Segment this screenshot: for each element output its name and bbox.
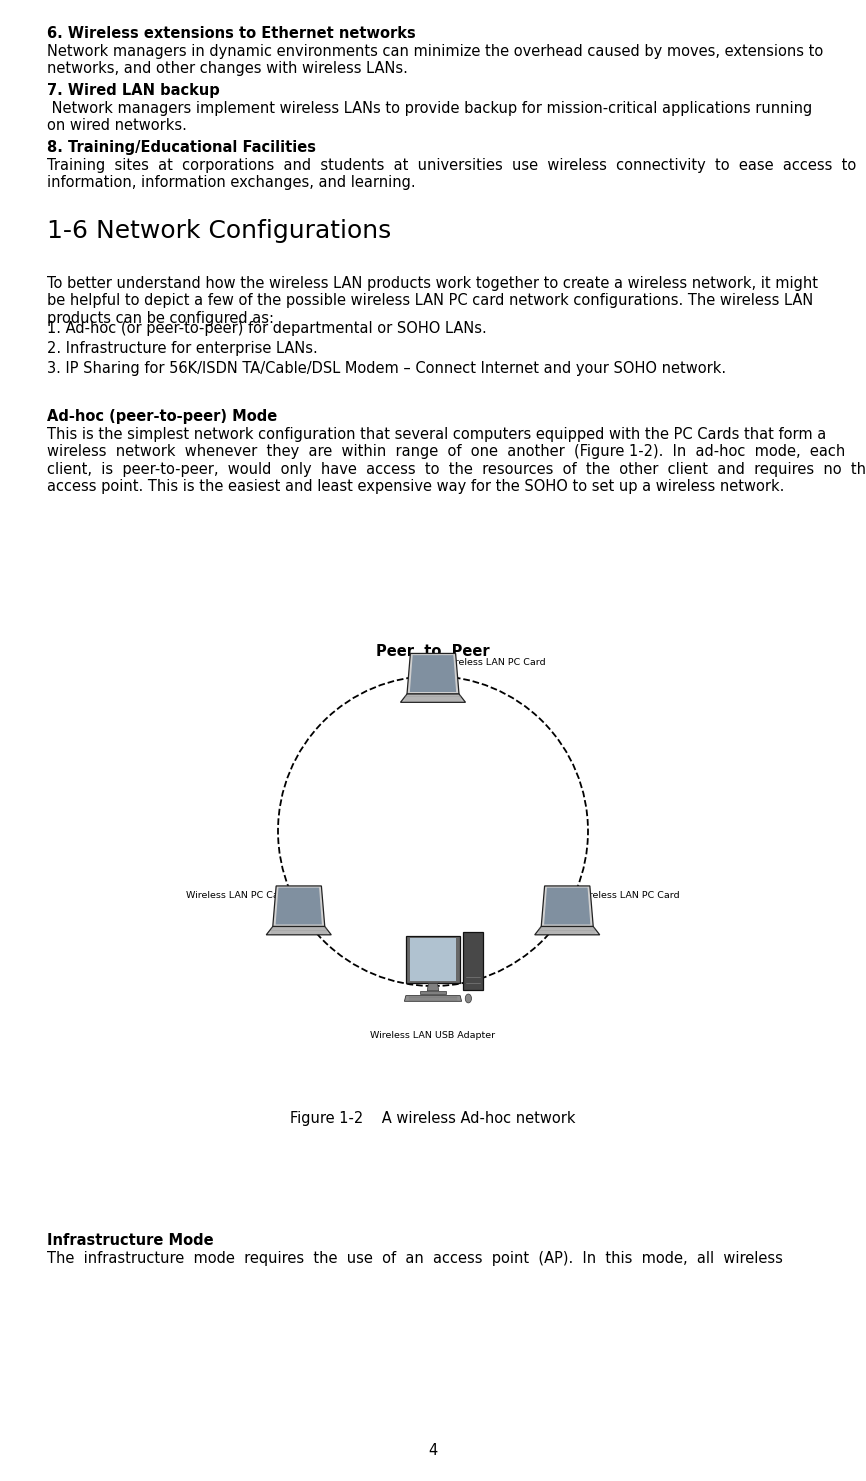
Polygon shape — [541, 886, 593, 927]
Text: The  infrastructure  mode  requires  the  use  of  an  access  point  (AP).  In : The infrastructure mode requires the use… — [47, 1251, 783, 1266]
Polygon shape — [427, 983, 439, 991]
Text: Wireless LAN PC Card: Wireless LAN PC Card — [443, 658, 546, 666]
Polygon shape — [275, 887, 322, 924]
Polygon shape — [407, 653, 459, 695]
Ellipse shape — [465, 994, 471, 1003]
Text: 7. Wired LAN backup: 7. Wired LAN backup — [47, 83, 220, 98]
Text: Network managers in dynamic environments can minimize the overhead caused by mov: Network managers in dynamic environments… — [47, 44, 824, 77]
Polygon shape — [400, 695, 466, 702]
Polygon shape — [405, 936, 461, 983]
Polygon shape — [404, 995, 462, 1001]
Text: 3. IP Sharing for 56K/ISDN TA/Cable/DSL Modem – Connect Internet and your SOHO n: 3. IP Sharing for 56K/ISDN TA/Cable/DSL … — [47, 361, 726, 376]
Polygon shape — [410, 937, 456, 980]
Text: 2. Infrastructure for enterprise LANs.: 2. Infrastructure for enterprise LANs. — [47, 341, 318, 355]
Text: Wireless LAN PC Card: Wireless LAN PC Card — [186, 890, 288, 899]
Text: Network managers implement wireless LANs to provide backup for mission-critical : Network managers implement wireless LANs… — [47, 101, 812, 133]
Polygon shape — [273, 886, 325, 927]
Text: Figure 1-2    A wireless Ad-hoc network: Figure 1-2 A wireless Ad-hoc network — [290, 1111, 576, 1126]
Polygon shape — [463, 933, 483, 989]
Polygon shape — [544, 887, 591, 924]
Text: This is the simplest network configuration that several computers equipped with : This is the simplest network configurati… — [47, 427, 866, 495]
Text: 6. Wireless extensions to Ethernet networks: 6. Wireless extensions to Ethernet netwo… — [47, 27, 416, 41]
Text: 1-6 Network Configurations: 1-6 Network Configurations — [47, 219, 391, 243]
Text: Training  sites  at  corporations  and  students  at  universities  use  wireles: Training sites at corporations and stude… — [47, 158, 856, 191]
Text: Ad-hoc (peer-to-peer) Mode: Ad-hoc (peer-to-peer) Mode — [47, 409, 277, 424]
Polygon shape — [534, 927, 600, 935]
Text: Peer  to  Peer: Peer to Peer — [376, 644, 490, 659]
Text: To better understand how the wireless LAN products work together to create a wir: To better understand how the wireless LA… — [47, 275, 818, 326]
Text: 1. Ad-hoc (or peer-to-peer) for departmental or SOHO LANs.: 1. Ad-hoc (or peer-to-peer) for departme… — [47, 321, 487, 336]
Polygon shape — [266, 927, 332, 935]
Polygon shape — [410, 655, 456, 692]
Text: Wireless LAN PC Card: Wireless LAN PC Card — [578, 890, 680, 899]
Text: Infrastructure Mode: Infrastructure Mode — [47, 1234, 214, 1248]
Polygon shape — [420, 991, 446, 994]
Text: 8. Training/Educational Facilities: 8. Training/Educational Facilities — [47, 141, 316, 156]
Text: 4: 4 — [429, 1442, 437, 1457]
Text: Wireless LAN USB Adapter: Wireless LAN USB Adapter — [371, 1031, 495, 1040]
